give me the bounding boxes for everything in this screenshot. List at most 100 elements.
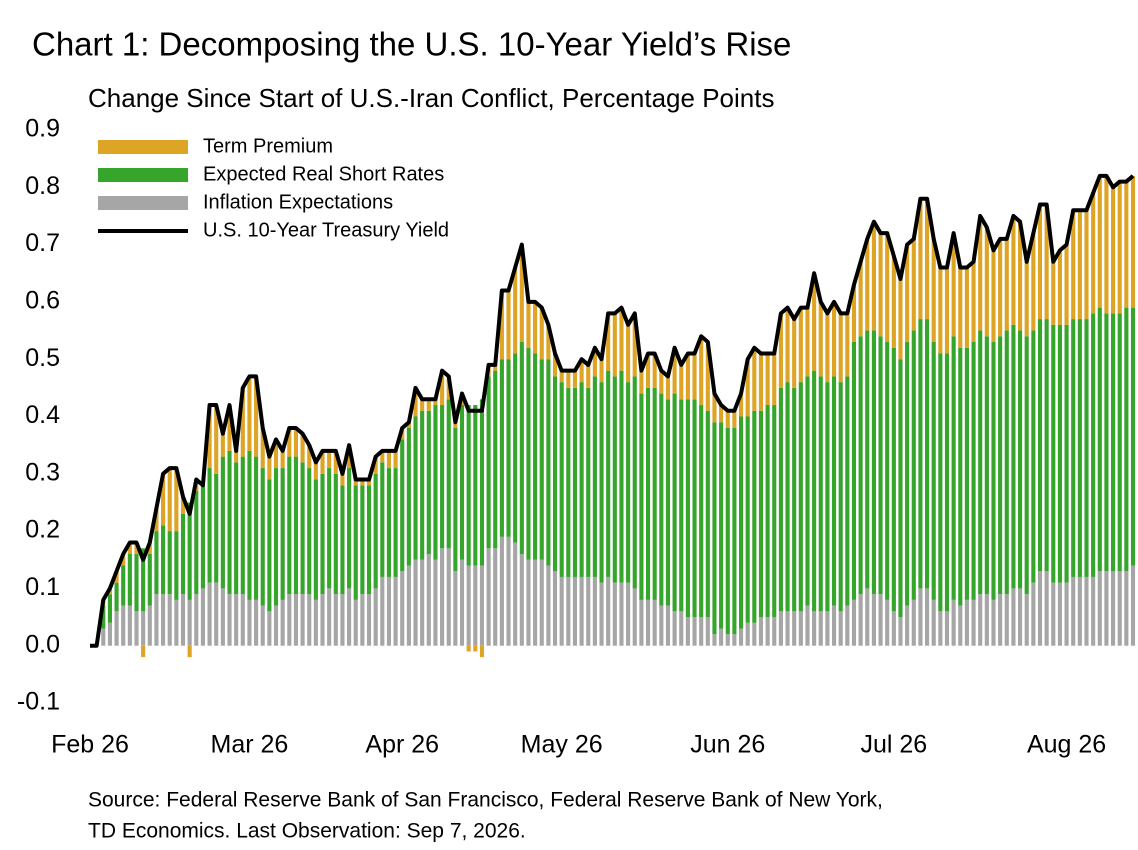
bar — [712, 634, 717, 646]
bar — [121, 605, 126, 646]
bar — [147, 554, 152, 606]
bar — [984, 227, 989, 337]
bar — [825, 611, 830, 646]
bar — [1064, 582, 1069, 646]
bar — [858, 261, 863, 337]
x-tick-label: May 26 — [521, 731, 603, 759]
bar — [406, 565, 411, 646]
bar — [1117, 313, 1122, 572]
bar — [1018, 221, 1023, 331]
bar — [154, 531, 159, 595]
bar — [1104, 313, 1109, 572]
bar — [612, 376, 617, 583]
bar — [227, 450, 232, 595]
bar — [572, 387, 578, 577]
bar — [114, 611, 119, 646]
bar — [320, 450, 325, 474]
bar — [1091, 313, 1096, 577]
bar — [240, 594, 245, 646]
bar — [699, 336, 704, 406]
bar — [273, 468, 279, 606]
bar — [1004, 330, 1009, 595]
bar — [958, 267, 963, 348]
bar — [340, 594, 345, 646]
bar — [592, 347, 597, 377]
bar — [951, 336, 956, 600]
bar — [898, 278, 903, 360]
bar — [871, 594, 876, 646]
bar — [486, 548, 491, 646]
bar — [891, 347, 896, 612]
bar — [320, 594, 325, 646]
bar — [938, 353, 943, 612]
bar — [167, 594, 172, 646]
bar — [214, 405, 219, 474]
bar — [692, 399, 697, 618]
bar — [818, 376, 823, 612]
bar — [1130, 307, 1136, 566]
bar — [1031, 582, 1036, 646]
bar — [738, 393, 744, 417]
bar — [626, 324, 631, 383]
bar — [533, 353, 538, 560]
bar — [513, 353, 518, 543]
bar — [719, 405, 724, 423]
bar — [234, 450, 239, 463]
bar — [366, 479, 372, 486]
bar — [745, 622, 750, 646]
bar — [433, 559, 438, 646]
bar — [121, 565, 126, 606]
bar — [154, 594, 159, 646]
bar — [187, 645, 192, 658]
bar — [180, 594, 186, 646]
y-tick-label: 0.8 — [25, 172, 60, 200]
bar — [546, 565, 551, 646]
bar — [845, 605, 850, 646]
bar — [905, 605, 910, 646]
y-tick-label: 0.6 — [25, 287, 60, 315]
bar — [214, 473, 219, 583]
bar — [1104, 175, 1109, 314]
bar — [380, 576, 385, 646]
bar — [918, 198, 923, 320]
bar — [234, 462, 239, 595]
bar — [327, 450, 332, 469]
bar — [924, 588, 930, 646]
bar — [971, 261, 976, 343]
bar — [347, 588, 352, 646]
bar — [174, 468, 179, 532]
bar — [121, 554, 126, 566]
bar — [812, 273, 817, 371]
bar — [327, 588, 332, 646]
bar — [692, 617, 697, 646]
bar — [778, 387, 783, 612]
bar — [526, 347, 531, 560]
bar — [652, 387, 657, 600]
bar — [546, 324, 551, 360]
bar — [619, 582, 624, 646]
bar — [964, 267, 969, 348]
bar — [785, 611, 790, 646]
bar — [347, 445, 352, 469]
bar — [433, 399, 438, 406]
bar — [645, 599, 651, 646]
bar — [566, 370, 571, 388]
bar — [772, 353, 777, 406]
bar — [519, 244, 524, 343]
bar — [493, 548, 498, 646]
bar — [1037, 204, 1043, 320]
bar — [1084, 210, 1089, 320]
bar — [586, 364, 591, 388]
bar — [499, 359, 504, 537]
bar — [440, 370, 445, 406]
bar — [366, 594, 372, 646]
bar — [898, 617, 903, 646]
bar — [101, 628, 106, 646]
bar — [519, 554, 524, 646]
bar — [559, 382, 564, 577]
bar — [765, 617, 770, 646]
bar — [1024, 594, 1029, 646]
bar — [586, 387, 591, 577]
bar — [1111, 571, 1116, 646]
bar — [247, 376, 252, 451]
